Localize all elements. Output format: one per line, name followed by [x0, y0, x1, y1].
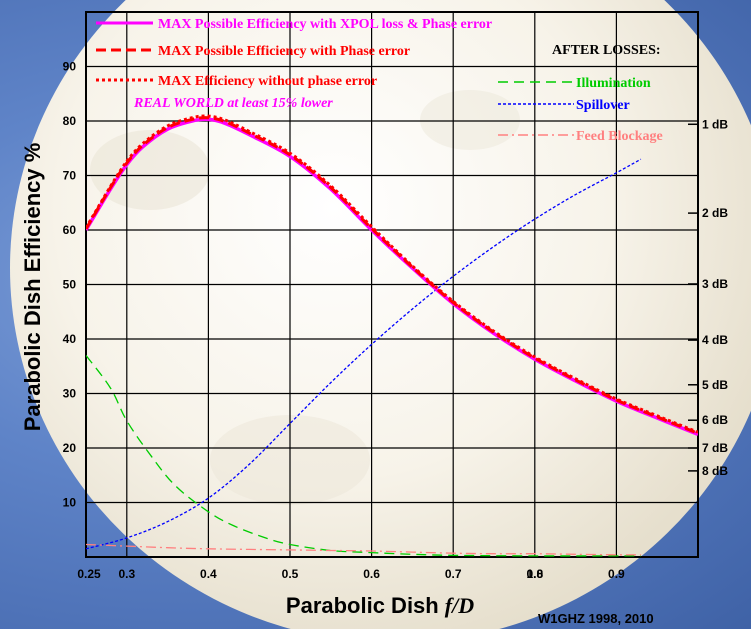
db-tick-label: 8 dB [702, 464, 728, 478]
x-tick-label: 0.7 [445, 567, 462, 581]
grid-lines [86, 12, 698, 557]
series-line-4 [86, 158, 642, 550]
legend-label-spillover: Spillover [576, 98, 630, 113]
legend-label-nophase: MAX Efficiency without phase error [158, 74, 377, 89]
legend-header: AFTER LOSSES: [552, 43, 661, 58]
db-tick-label: 3 dB [702, 277, 728, 291]
moon-background [10, 0, 751, 629]
y-tick-labels: 10 20 30 40 50 60 70 80 90 [63, 60, 77, 510]
y-tick-label: 70 [63, 169, 77, 183]
y-tick-label: 80 [63, 114, 77, 128]
y-tick-label: 90 [63, 60, 77, 74]
x-tick-label: 1.0 [526, 567, 543, 581]
x-tick-label: 0.9 [608, 567, 625, 581]
legend-label-illumination: Illumination [576, 76, 651, 91]
x-tick-label: 0.5 [282, 567, 299, 581]
db-tick-label: 1 dB [702, 117, 728, 131]
db-tick-label: 2 dB [702, 206, 728, 220]
y-tick-label: 50 [63, 278, 77, 292]
db-tick-label: 7 dB [702, 441, 728, 455]
series-line-3 [86, 355, 641, 557]
y-tick-label: 30 [63, 387, 77, 401]
series-group [86, 114, 698, 557]
y-tick-label: 60 [63, 223, 77, 237]
x-tick-label: 0.8 [526, 567, 543, 581]
x-tick-label: 0.4 [200, 567, 217, 581]
db-tick-labels: 1 dB 2 dB 3 dB 4 dB 5 dB 6 dB 7 dB 8 dB [702, 117, 728, 478]
x-axis-label: Parabolic Dish f/D [286, 593, 474, 618]
db-tick-label: 5 dB [702, 378, 728, 392]
y-tick-label: 20 [63, 441, 77, 455]
db-tick-label: 6 dB [702, 413, 728, 427]
legend-label-feed-blockage: Feed Blockage [576, 129, 663, 144]
y-tick-label: 40 [63, 332, 77, 346]
x-tick-label: 0.3 [118, 567, 135, 581]
credit-text: W1GHZ 1998, 2010 [538, 611, 654, 626]
y-tick-label: 10 [63, 496, 77, 510]
series-line-5 [86, 543, 641, 556]
series-line-2 [86, 114, 698, 434]
legend-note: REAL WORLD at least 15% lower [133, 96, 333, 111]
x-tick-label: 0.6 [363, 567, 380, 581]
db-tick-label: 4 dB [702, 333, 728, 347]
legend: MAX Possible Efficiency with XPOL loss &… [96, 17, 663, 144]
series-line-1 [86, 116, 698, 435]
x-tick-labels: 0.25 0.3 0.4 0.5 0.6 0.7 0.8 0.9 1.0 [77, 567, 625, 581]
y-axis-label: Parabolic Dish Efficiency % [20, 143, 45, 432]
legend-label-xpol: MAX Possible Efficiency with XPOL loss &… [158, 17, 492, 32]
x-tick-label: 0.25 [77, 567, 101, 581]
legend-label-phase: MAX Possible Efficiency with Phase error [158, 44, 410, 59]
